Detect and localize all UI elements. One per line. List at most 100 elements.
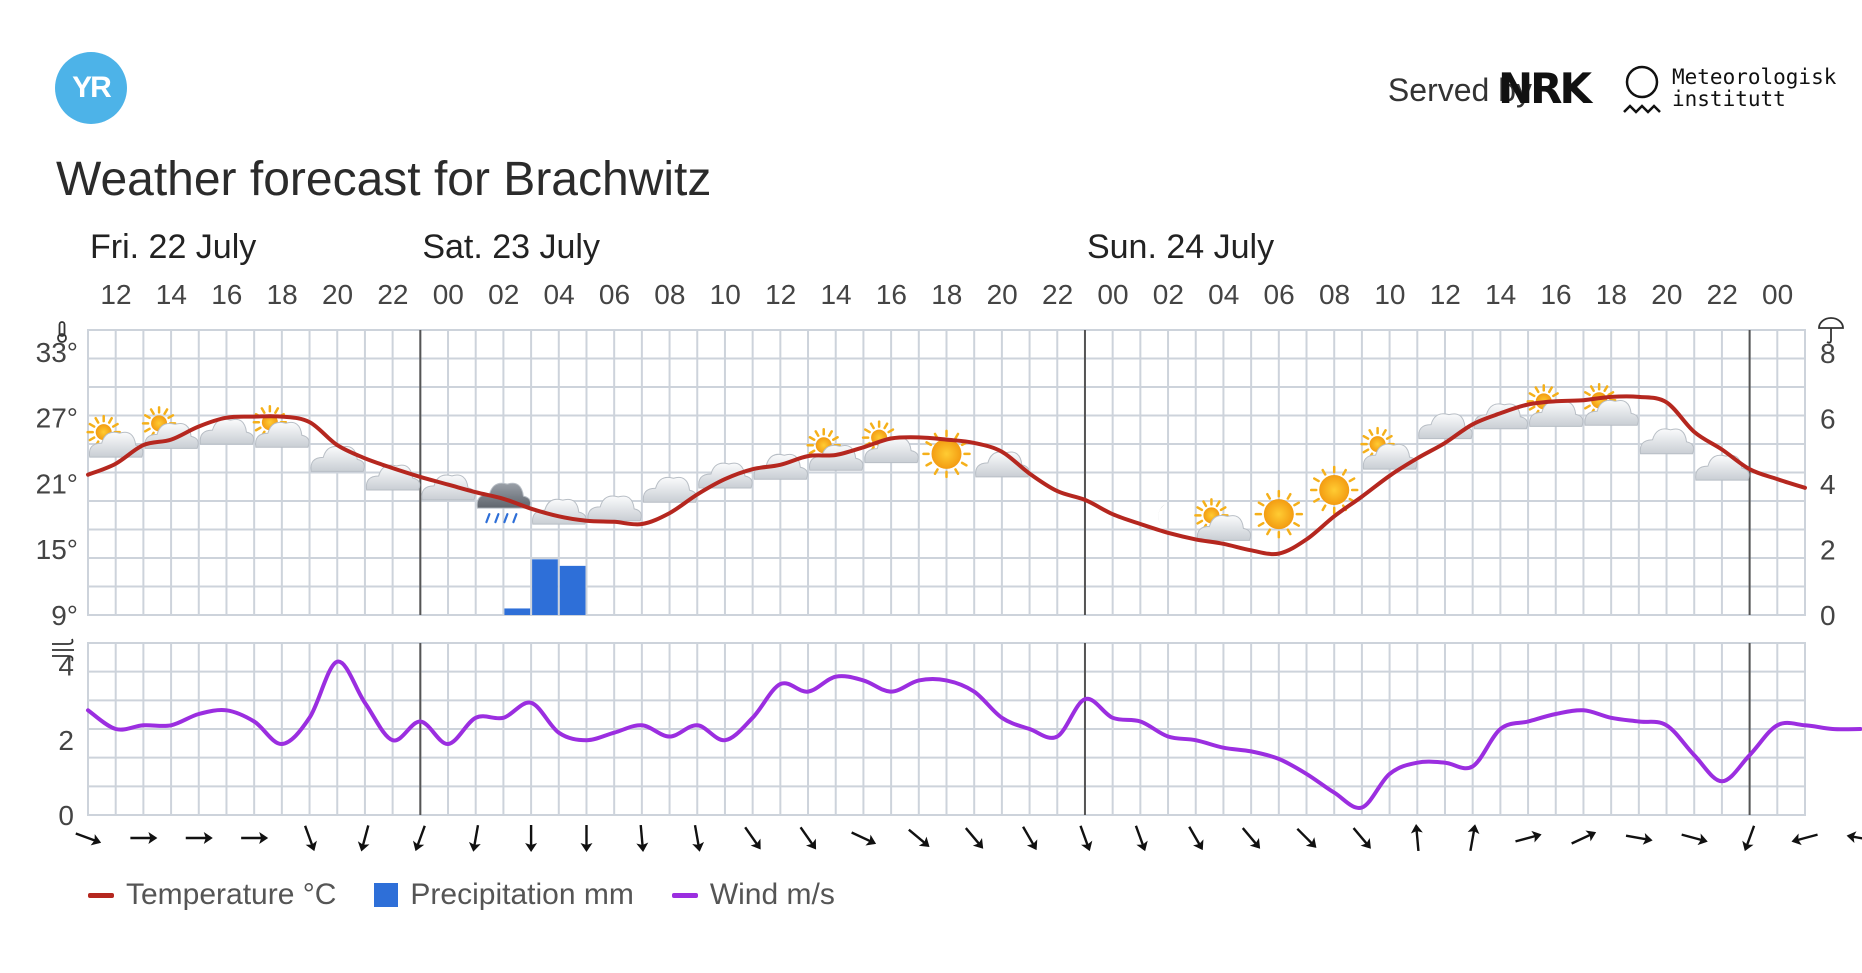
temperature-tick-label: 15° — [36, 534, 78, 565]
sun-ray — [1548, 386, 1554, 394]
arrow-head — [1697, 833, 1708, 846]
hour-tick-label: 20 — [1651, 279, 1682, 310]
wind-grid — [87, 642, 1806, 816]
hour-tick-label: 12 — [100, 279, 131, 310]
arrow-head — [865, 834, 877, 846]
wind-arrow-icon — [1134, 825, 1148, 852]
legend-precipitation-label: Precipitation mm — [410, 878, 634, 911]
wind-arrow-icon — [851, 831, 877, 846]
wind-arrow-icon — [130, 832, 158, 844]
cloud-shape — [199, 418, 255, 445]
sun-ray — [1313, 477, 1320, 483]
sun-ray — [1341, 468, 1347, 476]
sun-ray — [1584, 391, 1591, 397]
wind-arrow-icon — [1296, 827, 1317, 848]
sun-ray — [163, 408, 169, 416]
wind-arrow-icon — [1571, 830, 1597, 845]
sun-ray — [1368, 429, 1374, 436]
raindrop — [494, 512, 500, 524]
arrow-head — [1846, 831, 1857, 844]
wind-arrow-icon — [1079, 825, 1093, 852]
arrow-head — [305, 840, 317, 852]
precipitation-bar — [532, 559, 558, 615]
raindrop — [503, 512, 509, 524]
cloud-shape — [1584, 399, 1639, 426]
wind-swatch — [671, 892, 698, 898]
precipitation-bar — [504, 608, 531, 615]
arrow-head — [1305, 837, 1317, 848]
raindrop — [485, 512, 491, 524]
sun-ray — [1257, 521, 1265, 527]
axis-labels: Fri. 22 July Sat. 23 July Sun. 24 July 12 14… — [36, 228, 1836, 831]
arrow-head — [412, 840, 425, 852]
hour-tick-label: 02 — [488, 279, 519, 310]
precipitation-tick-label: 2 — [1820, 534, 1836, 565]
cloudy-icon — [698, 462, 753, 489]
arrow-head — [1585, 830, 1597, 842]
sun-ray — [827, 430, 833, 437]
served-by-label: Served by — [1387, 72, 1532, 108]
hour-tick-label: 14 — [1485, 279, 1516, 310]
cloud-shape — [310, 445, 365, 472]
sun-ray — [954, 468, 960, 476]
wind-arrow-icon — [580, 825, 593, 852]
sun-ray — [1202, 500, 1208, 508]
sun-ray — [1589, 385, 1595, 393]
hour-tick-label: 10 — [710, 279, 741, 310]
wind-arrow-icon — [1022, 826, 1038, 851]
sun-ray — [1196, 506, 1204, 512]
sun-ray — [1534, 386, 1540, 394]
arrow-head — [1081, 840, 1093, 852]
sun-disc — [1319, 475, 1350, 506]
hour-tick-label: 08 — [654, 279, 685, 310]
legend-temperature-label: Temperature °C — [126, 878, 337, 911]
sun-disc — [931, 438, 962, 469]
wind-tick-label: 4 — [58, 650, 74, 681]
day-label: Sun. 24 July — [1087, 228, 1274, 266]
met-institute-icon — [1623, 65, 1661, 114]
partlycloudy-day-icon — [1360, 426, 1418, 470]
wind-arrow-icon — [525, 825, 538, 852]
wind-arrow-icon — [412, 825, 426, 852]
wind-arrow-icon — [1467, 824, 1480, 852]
wind-arrow-icon — [1352, 827, 1371, 849]
wind-icon — [52, 638, 74, 662]
hour-tick-label: 12 — [765, 279, 796, 310]
hour-tick-label: 20 — [322, 279, 353, 310]
sun-ray — [883, 422, 889, 430]
sun-ray — [925, 461, 933, 467]
sun-ray — [1348, 477, 1356, 483]
arrow-head — [636, 842, 649, 852]
hour-tick-label: 16 — [876, 279, 907, 310]
arrow-head — [580, 843, 593, 852]
arrow-head — [918, 836, 930, 847]
sun-ray — [143, 414, 151, 420]
sun-ray — [1362, 448, 1370, 454]
wind-arrow-icon — [468, 824, 481, 852]
legend-precipitation: Precipitation mm — [374, 878, 634, 912]
cloud-shape — [1196, 515, 1252, 541]
sun-ray — [149, 408, 155, 416]
sun-ray — [1321, 468, 1327, 476]
temperature-tick-label: 27° — [36, 403, 78, 434]
arrow-head — [1531, 830, 1542, 843]
sun-ray — [111, 422, 119, 428]
wind-arrow-icon — [1241, 827, 1261, 849]
sun-ray — [1293, 501, 1300, 507]
wind-arrow-icon — [908, 828, 930, 847]
hour-tick-label: 14 — [156, 279, 187, 310]
arrow-head — [972, 837, 984, 849]
sun-ray — [1219, 506, 1227, 512]
legend: Temperature °C Precipitation mm Wind m/s — [88, 878, 835, 912]
wind-arrow-icon — [1681, 833, 1708, 846]
sun-ray — [1313, 497, 1320, 503]
met-institute-logo[interactable]: Meteorologisk institutt — [1672, 65, 1837, 111]
nrk-logo[interactable]: NRK — [1498, 64, 1592, 113]
clearsky-day-icon — [1254, 489, 1304, 539]
sun-ray — [260, 407, 266, 414]
sun-ray — [808, 449, 816, 455]
sun-ray — [94, 416, 100, 424]
sun-ray — [1381, 429, 1387, 436]
yr-logo[interactable]: YR — [55, 52, 127, 124]
